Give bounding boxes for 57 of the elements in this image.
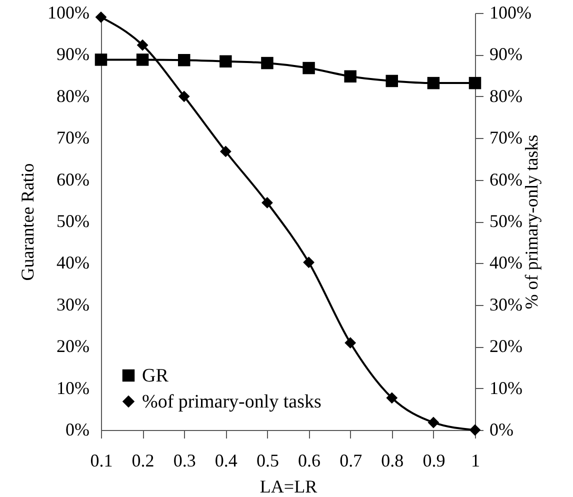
y-tick-label: 90% [56, 44, 90, 64]
point [303, 256, 314, 268]
x-tick-label: 0.2 [132, 450, 154, 470]
y2-tick-label: 30% [490, 294, 522, 314]
legend-label: %of primary-only tasks [142, 392, 322, 412]
point [94, 54, 108, 66]
point [344, 337, 356, 349]
y2-tick-label: 70% [490, 128, 522, 148]
point [428, 416, 440, 428]
y2-tick-label: 90% [490, 44, 522, 64]
y2-tick-label: 40% [490, 252, 522, 273]
y2-tick-label: 100% [490, 2, 532, 22]
point [386, 74, 398, 88]
point [220, 55, 232, 68]
x-tick-label: 0.6 [298, 450, 321, 470]
y2-tick-label: 20% [490, 336, 522, 356]
y-tick-label: 80% [56, 86, 90, 106]
y2-tick-label: 10% [490, 378, 522, 398]
y2-tick-label: 0% [490, 420, 514, 440]
x-tick-label: 0.5 [256, 450, 279, 470]
y-tick-label: 30% [56, 294, 90, 314]
point [262, 197, 273, 208]
point [178, 54, 190, 66]
point [220, 146, 232, 158]
y-tick-label: 20% [56, 336, 90, 356]
y-axis-title: Guarantee Ratio [18, 163, 38, 281]
x-tick-label: 1 [471, 450, 480, 470]
point [344, 70, 356, 83]
point [178, 90, 190, 102]
x-axis-title: LA=LR [260, 476, 318, 496]
x-tick-label: 0.8 [381, 450, 404, 470]
y-tick-label: 60% [56, 169, 90, 190]
y2-tick-label: 60% [490, 169, 522, 190]
x-tick-label: 0.1 [90, 450, 113, 470]
y-tick-label: 100% [48, 2, 90, 22]
y2-tick-label: 80% [490, 86, 522, 106]
y-tick-label: 70% [56, 128, 90, 148]
point [136, 39, 148, 51]
y2-axis-title: % of primary-only tasks [521, 134, 542, 310]
x-tick-label: 0.4 [214, 450, 238, 470]
point [386, 392, 398, 404]
y-tick-label: 0% [66, 420, 90, 440]
y-tick-label: 40% [56, 252, 90, 273]
point [469, 424, 481, 436]
y-tick-label: 10% [56, 378, 90, 398]
legend-label: GR [142, 366, 169, 386]
x-tick-label: 0.7 [340, 450, 362, 470]
point [468, 76, 482, 90]
y-tick-label: 50% [56, 211, 90, 231]
point [302, 62, 315, 74]
point [136, 54, 149, 66]
point [95, 11, 107, 23]
x-tick-label: 0.3 [173, 450, 196, 470]
point [261, 56, 274, 70]
point [427, 76, 440, 90]
x-tick-label: 0.9 [422, 450, 446, 470]
y2-tick-label: 50% [490, 211, 522, 231]
